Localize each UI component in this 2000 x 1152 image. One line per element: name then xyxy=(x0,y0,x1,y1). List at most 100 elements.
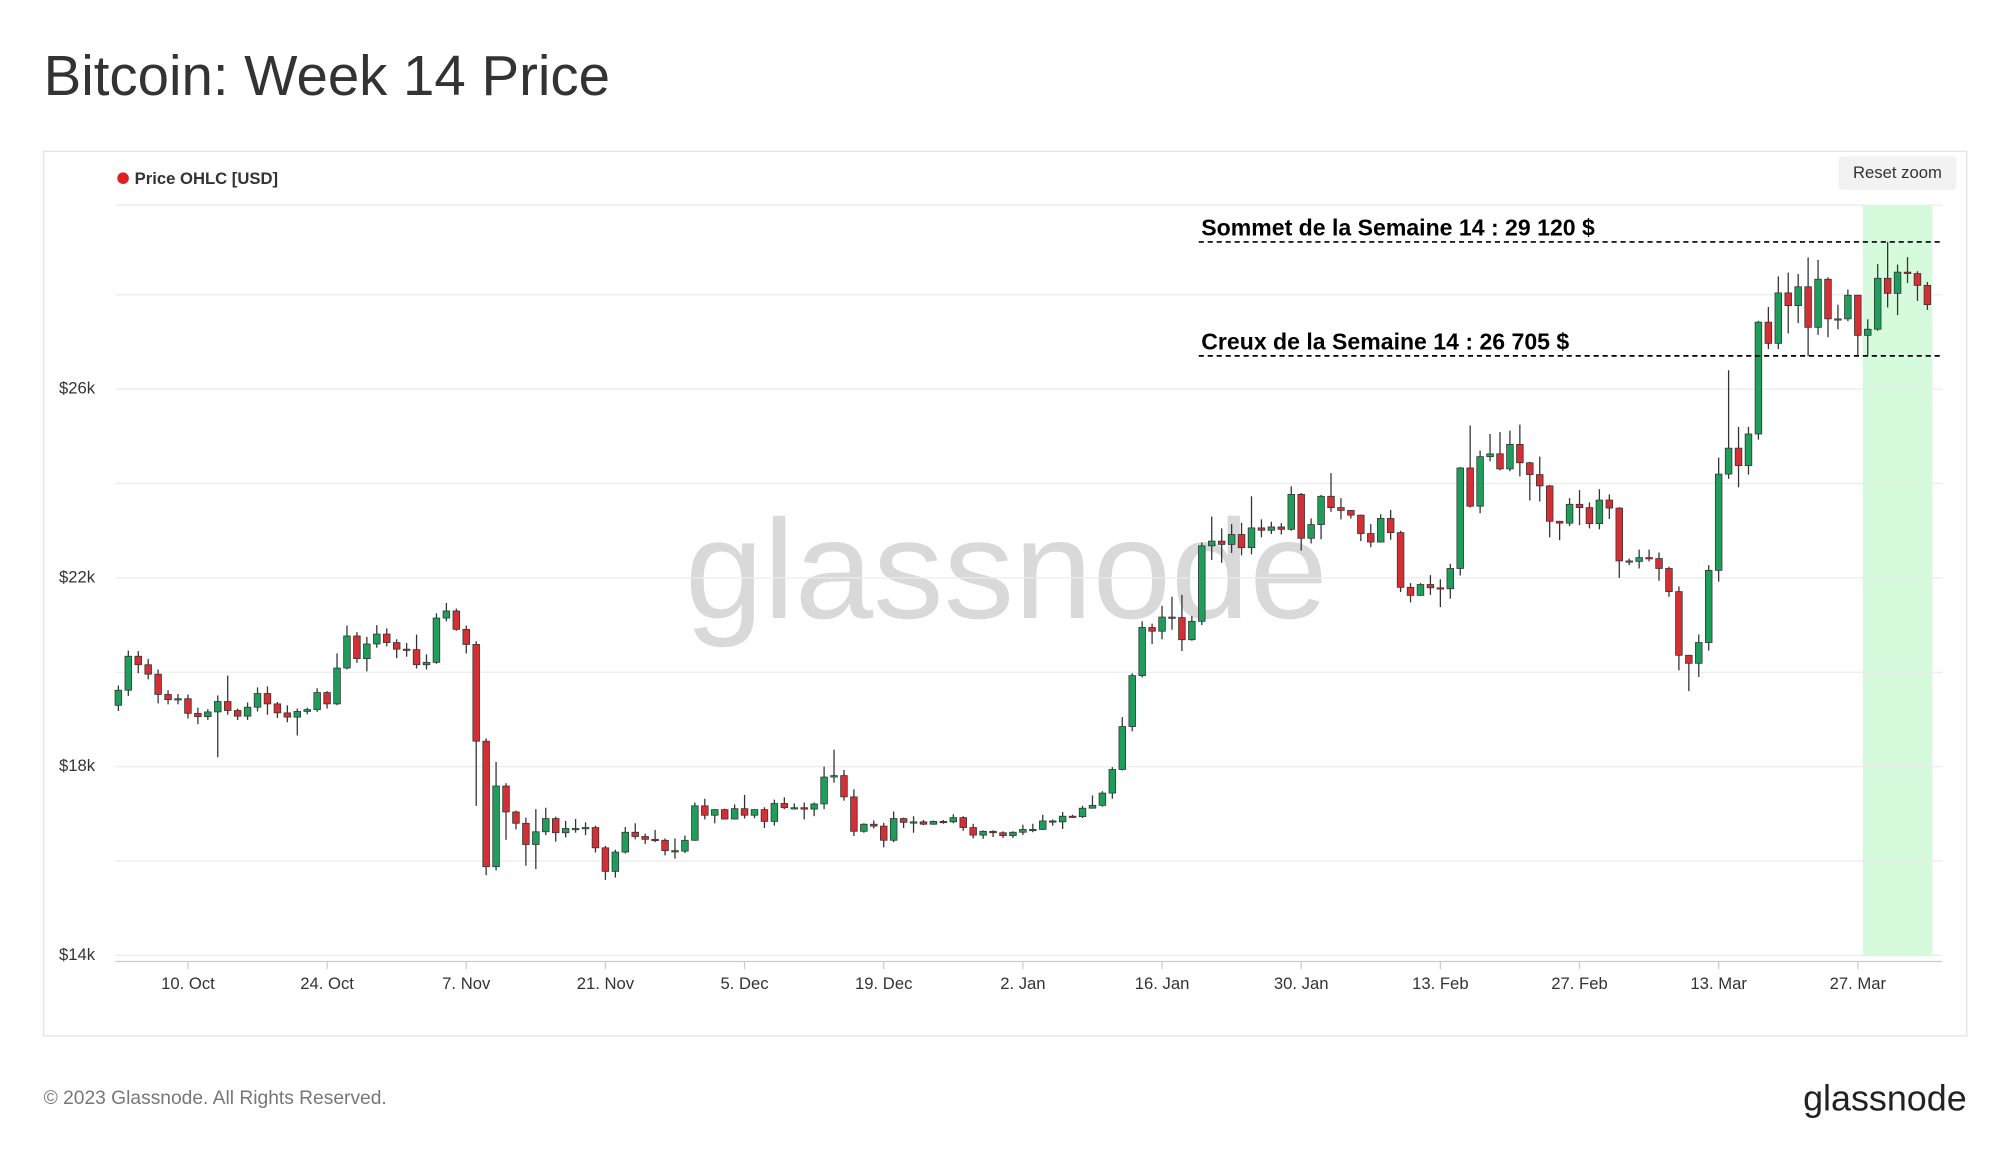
candle-body xyxy=(880,825,888,841)
candle-body xyxy=(204,711,212,718)
candle-body xyxy=(790,807,798,810)
candle-body xyxy=(373,633,381,645)
candle-body xyxy=(1347,510,1355,516)
candle-body xyxy=(1476,456,1484,507)
candle-body xyxy=(1854,294,1862,336)
legend-label: Price OHLC [USD] xyxy=(135,169,278,188)
candle-body xyxy=(1396,532,1405,588)
annotation-text: Creux de la Semaine 14 : 26 705 $ xyxy=(1201,328,1569,354)
candle-body xyxy=(1466,467,1474,507)
candle-body xyxy=(1486,453,1494,458)
candle-body xyxy=(1068,815,1077,818)
candle-body xyxy=(1615,507,1623,562)
annotation-text: Sommet de la Semaine 14 : 29 120 $ xyxy=(1201,215,1595,241)
candle-body xyxy=(631,831,639,837)
candle-body xyxy=(830,775,838,778)
candle-body xyxy=(1128,675,1136,727)
candle-body xyxy=(174,698,182,701)
button-bg[interactable] xyxy=(1838,156,1957,190)
reset-zoom-button[interactable]: Reset zoom xyxy=(1838,156,1957,190)
candle-body xyxy=(164,694,172,701)
candle-body xyxy=(1019,829,1027,833)
candle-body xyxy=(1148,627,1156,632)
button-label[interactable]: Reset zoom xyxy=(1853,163,1942,182)
candle-body xyxy=(909,821,918,824)
candle-body xyxy=(1903,271,1912,274)
candle-body xyxy=(1545,485,1554,522)
footer: © 2023 Glassnode. All Rights Reserved. xyxy=(44,1088,387,1109)
x-tick-label: 2. Jan xyxy=(1000,974,1045,993)
candle-body xyxy=(1237,534,1246,549)
candle-body xyxy=(850,796,858,832)
candle-body xyxy=(323,692,331,705)
candle-body xyxy=(313,692,321,710)
candle-body xyxy=(1834,318,1842,321)
candle-body xyxy=(542,818,550,833)
candle-body xyxy=(223,701,232,711)
candle-body xyxy=(899,818,908,823)
candle-body xyxy=(253,693,262,708)
candle-body xyxy=(1873,277,1882,330)
candle-body xyxy=(999,832,1007,836)
candle-body xyxy=(561,828,570,834)
candle-body xyxy=(462,628,470,645)
candle-body xyxy=(720,809,729,820)
candle-body xyxy=(1536,474,1544,487)
x-tick-label: 7. Nov xyxy=(442,974,491,993)
candle-body xyxy=(780,803,789,809)
candle-body xyxy=(1685,654,1693,664)
candle-body xyxy=(681,839,689,852)
candle-body xyxy=(422,661,431,666)
candle-body xyxy=(1446,568,1455,590)
candle-body xyxy=(1724,447,1733,475)
page-title: Bitcoin: Week 14 Price xyxy=(44,44,610,107)
candle-body xyxy=(1208,540,1216,547)
candle-body xyxy=(949,817,958,823)
candle-body xyxy=(214,701,222,713)
candle-body xyxy=(1058,815,1067,823)
candle-body xyxy=(1098,792,1107,806)
candle-body xyxy=(641,836,649,840)
x-tick-label: 27. Mar xyxy=(1830,974,1887,993)
candle-body xyxy=(810,803,818,810)
candle-body xyxy=(889,818,898,841)
candle-body xyxy=(1277,526,1286,530)
candle-body xyxy=(1695,642,1703,664)
candle-body xyxy=(740,808,749,816)
candle-body xyxy=(402,648,411,651)
candle-body xyxy=(472,644,480,742)
x-tick-label: 16. Jan xyxy=(1135,974,1190,993)
candle-body xyxy=(621,831,630,853)
candle-body xyxy=(392,642,401,650)
candle-body xyxy=(303,709,311,712)
candle-body xyxy=(1198,545,1206,622)
candle-body xyxy=(1714,473,1723,571)
candle-body xyxy=(482,740,490,868)
candle-body xyxy=(1575,503,1584,508)
candle-body xyxy=(1327,495,1335,508)
candle-body xyxy=(1625,560,1633,563)
candle-body xyxy=(1168,616,1176,619)
chart-frame xyxy=(42,150,1968,1037)
candle-body xyxy=(1516,443,1524,464)
y-tick-label: $14k xyxy=(59,945,96,964)
candle-body xyxy=(919,821,928,825)
candle-body xyxy=(154,673,162,695)
y-tick-label: $22k xyxy=(59,567,96,586)
candle-body xyxy=(1138,627,1146,676)
candle-body xyxy=(1317,495,1325,525)
candle-body xyxy=(512,811,520,824)
candle-body xyxy=(661,839,669,852)
candle-body xyxy=(144,664,152,675)
candle-body xyxy=(184,698,192,714)
candle-body xyxy=(711,809,719,816)
candle-body xyxy=(1436,587,1445,590)
candle-body xyxy=(1217,540,1226,545)
x-tick-label: 5. Dec xyxy=(720,974,768,993)
candle-body xyxy=(989,830,997,834)
candle-body xyxy=(1923,284,1932,306)
candle-body xyxy=(1406,586,1415,596)
candle-body xyxy=(194,712,202,718)
